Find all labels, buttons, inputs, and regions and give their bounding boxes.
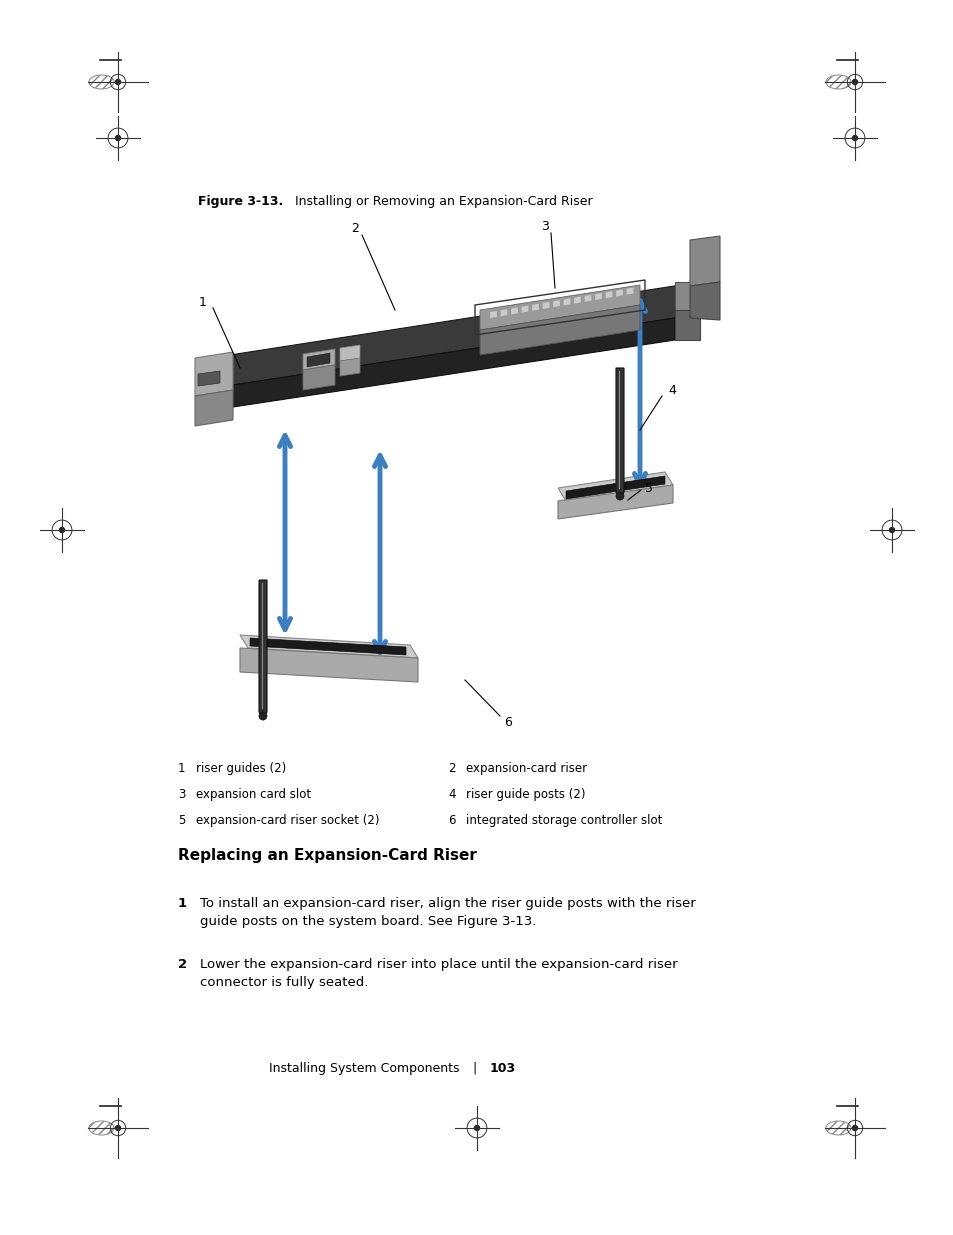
Text: |: | <box>473 1062 476 1074</box>
Circle shape <box>852 136 857 141</box>
Text: 6: 6 <box>503 716 512 730</box>
Polygon shape <box>500 309 507 316</box>
Circle shape <box>852 79 857 84</box>
Circle shape <box>474 1125 479 1130</box>
Polygon shape <box>558 472 672 501</box>
Polygon shape <box>511 308 517 315</box>
Text: Installing or Removing an Expansion-Card Riser: Installing or Removing an Expansion-Card… <box>294 195 592 207</box>
Circle shape <box>616 492 623 500</box>
Text: 1: 1 <box>178 762 185 776</box>
Polygon shape <box>479 305 639 354</box>
Polygon shape <box>521 305 528 312</box>
Polygon shape <box>200 282 700 390</box>
Polygon shape <box>584 295 591 303</box>
Circle shape <box>888 527 894 532</box>
Polygon shape <box>626 288 633 295</box>
Text: Figure 3-13.: Figure 3-13. <box>198 195 283 207</box>
Text: Installing System Components: Installing System Components <box>269 1062 459 1074</box>
Polygon shape <box>258 580 267 720</box>
Polygon shape <box>558 485 672 519</box>
Text: Replacing an Expansion-Card Riser: Replacing an Expansion-Card Riser <box>178 848 476 863</box>
Polygon shape <box>490 311 497 319</box>
Polygon shape <box>553 300 559 308</box>
Text: To install an expansion-card riser, align the riser guide posts with the riser
g: To install an expansion-card riser, alig… <box>200 897 695 927</box>
Polygon shape <box>689 282 720 320</box>
Circle shape <box>59 527 65 532</box>
Polygon shape <box>194 390 233 426</box>
Circle shape <box>115 79 120 84</box>
Polygon shape <box>595 293 601 300</box>
Polygon shape <box>303 350 335 370</box>
Text: 4: 4 <box>448 788 455 802</box>
Text: 6: 6 <box>448 814 455 827</box>
Text: expansion-card riser: expansion-card riser <box>465 762 586 776</box>
Polygon shape <box>200 317 675 412</box>
Polygon shape <box>532 304 538 311</box>
Polygon shape <box>339 345 359 361</box>
Text: riser guide posts (2): riser guide posts (2) <box>465 788 585 802</box>
Polygon shape <box>307 353 330 367</box>
Circle shape <box>115 1125 120 1130</box>
Text: 5: 5 <box>178 814 185 827</box>
Circle shape <box>258 713 267 720</box>
Polygon shape <box>574 296 580 304</box>
Text: 2: 2 <box>448 762 455 776</box>
Circle shape <box>115 136 120 141</box>
Text: 4: 4 <box>667 384 676 396</box>
Polygon shape <box>194 352 233 396</box>
Text: 5: 5 <box>644 482 652 494</box>
Polygon shape <box>240 648 417 682</box>
Text: 3: 3 <box>178 788 185 802</box>
Polygon shape <box>339 358 359 375</box>
Polygon shape <box>675 310 700 340</box>
Text: 2: 2 <box>351 221 358 235</box>
Text: riser guides (2): riser guides (2) <box>195 762 286 776</box>
Polygon shape <box>689 236 720 287</box>
Polygon shape <box>616 289 622 296</box>
Text: 103: 103 <box>490 1062 516 1074</box>
Polygon shape <box>240 635 417 658</box>
Text: 2: 2 <box>178 958 187 971</box>
Polygon shape <box>616 368 623 500</box>
Polygon shape <box>565 475 664 499</box>
Polygon shape <box>303 366 335 390</box>
Text: expansion-card riser socket (2): expansion-card riser socket (2) <box>195 814 379 827</box>
Polygon shape <box>479 285 639 330</box>
Polygon shape <box>250 638 406 655</box>
Text: integrated storage controller slot: integrated storage controller slot <box>465 814 661 827</box>
Polygon shape <box>563 298 570 305</box>
Polygon shape <box>605 291 612 299</box>
Polygon shape <box>542 301 549 309</box>
Polygon shape <box>675 282 700 310</box>
Text: Lower the expansion-card riser into place until the expansion-card riser
connect: Lower the expansion-card riser into plac… <box>200 958 677 989</box>
Polygon shape <box>198 370 220 387</box>
Text: expansion card slot: expansion card slot <box>195 788 311 802</box>
Text: 1: 1 <box>199 295 207 309</box>
Text: 1: 1 <box>178 897 187 910</box>
Text: 3: 3 <box>540 220 548 232</box>
Circle shape <box>852 1125 857 1130</box>
